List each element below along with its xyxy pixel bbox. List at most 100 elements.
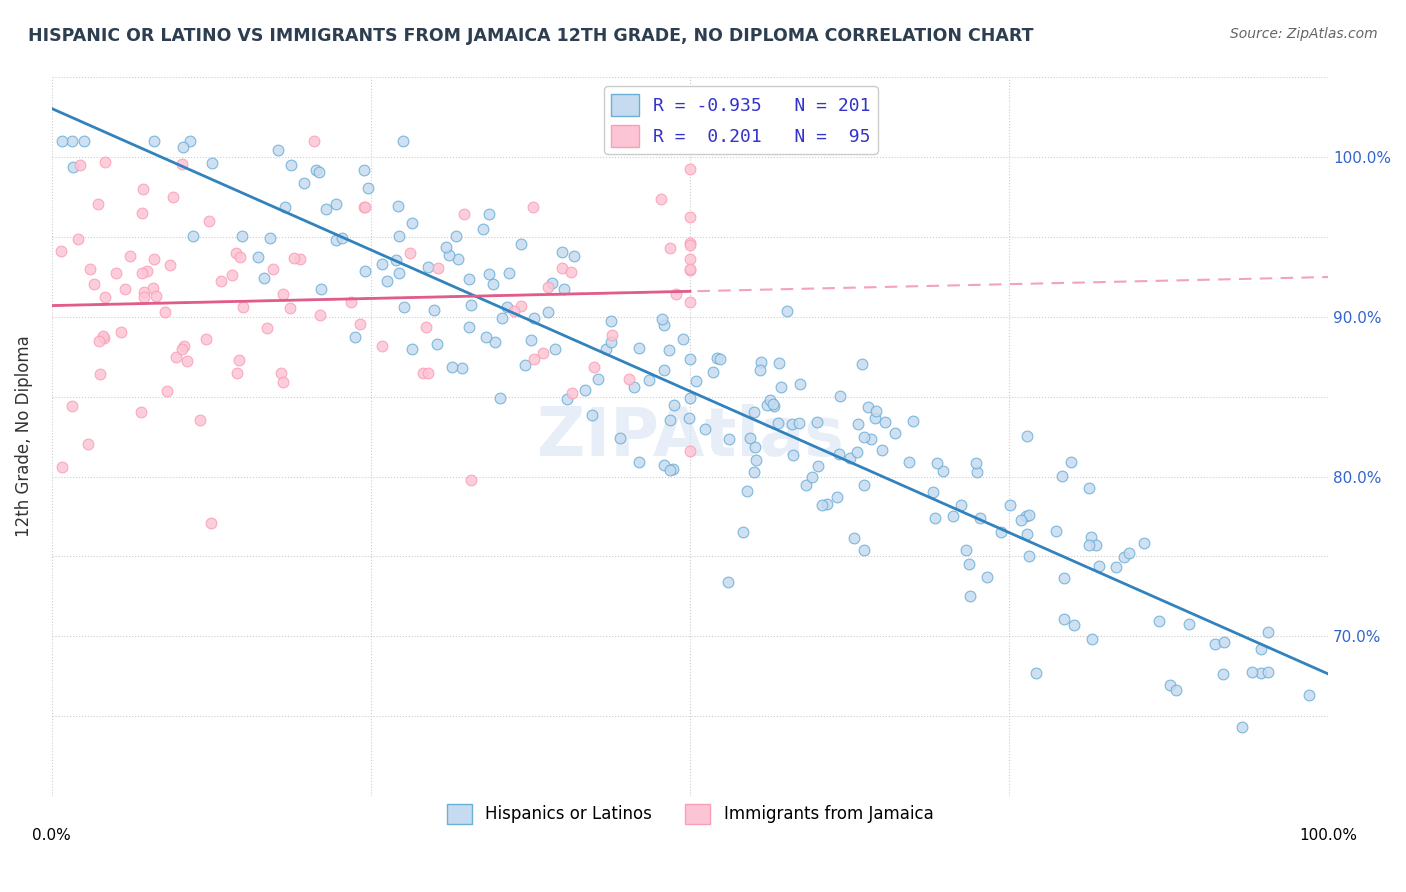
Point [654, 458, 676, 472]
Text: HISPANIC OR LATINO VS IMMIGRANTS FROM JAMAICA 12TH GRADE, NO DIPLOMA CORRELATION: HISPANIC OR LATINO VS IMMIGRANTS FROM JA… [28, 27, 1033, 45]
Point [510, 299, 533, 313]
Point [541, 276, 564, 290]
Point [308, 309, 330, 323]
Point [69, 158, 91, 172]
Point [79, 262, 101, 277]
Point [957, 557, 980, 571]
Point [77, 437, 100, 451]
Point [859, 432, 882, 446]
Point [209, 274, 232, 288]
Point [271, 376, 294, 390]
Point [427, 260, 450, 275]
Point [678, 391, 700, 405]
Point [309, 282, 332, 296]
Point [426, 337, 449, 351]
Point [401, 342, 423, 356]
Point [489, 391, 512, 405]
Point [142, 280, 165, 294]
Point [627, 455, 650, 469]
Point [136, 264, 159, 278]
Point [114, 282, 136, 296]
Point [1230, 720, 1253, 734]
Point [1018, 508, 1040, 523]
Point [391, 134, 413, 148]
Point [925, 456, 948, 470]
Point [412, 366, 434, 380]
Point [458, 319, 481, 334]
Point [955, 542, 977, 557]
Point [523, 351, 546, 366]
Point [315, 202, 337, 216]
Point [228, 352, 250, 367]
Point [1081, 632, 1104, 646]
Point [159, 258, 181, 272]
Point [94, 155, 117, 169]
Point [651, 312, 673, 326]
Point [292, 176, 315, 190]
Point [256, 321, 278, 335]
Point [658, 241, 681, 255]
Point [93, 331, 115, 345]
Point [1060, 454, 1083, 468]
Y-axis label: 12th Grade, No Diploma: 12th Grade, No Diploma [15, 335, 32, 538]
Point [897, 455, 920, 469]
Point [561, 386, 583, 401]
Point [288, 252, 311, 266]
Point [562, 249, 585, 263]
Point [807, 459, 830, 474]
Point [231, 228, 253, 243]
Point [679, 294, 702, 309]
Point [118, 249, 141, 263]
Point [768, 355, 790, 369]
Point [600, 328, 623, 343]
Point [650, 192, 672, 206]
Point [325, 233, 347, 247]
Point [1159, 678, 1181, 692]
Point [353, 200, 375, 214]
Point [153, 305, 176, 319]
Point [838, 451, 860, 466]
Point [280, 158, 302, 172]
Point [384, 253, 406, 268]
Point [60, 134, 83, 148]
Point [353, 200, 375, 214]
Point [1052, 571, 1074, 585]
Point [1077, 481, 1099, 495]
Point [599, 314, 621, 328]
Point [842, 531, 865, 545]
Point [595, 342, 617, 356]
Point [91, 329, 114, 343]
Point [845, 444, 868, 458]
Point [679, 263, 702, 277]
Point [145, 289, 167, 303]
Point [679, 262, 702, 277]
Point [1010, 513, 1032, 527]
Point [537, 305, 560, 319]
Point [370, 339, 392, 353]
Point [744, 441, 766, 455]
Point [990, 525, 1012, 540]
Point [1257, 624, 1279, 639]
Point [357, 181, 380, 195]
Text: 100.0%: 100.0% [1299, 828, 1357, 843]
Point [851, 357, 873, 371]
Point [416, 366, 439, 380]
Point [484, 335, 506, 350]
Point [283, 251, 305, 265]
Point [170, 157, 193, 171]
Point [665, 286, 688, 301]
Point [1177, 617, 1199, 632]
Point [253, 270, 276, 285]
Point [551, 244, 574, 259]
Point [872, 443, 894, 458]
Point [62, 161, 84, 175]
Point [371, 257, 394, 271]
Point [132, 182, 155, 196]
Point [270, 366, 292, 380]
Point [544, 343, 567, 357]
Point [623, 380, 645, 394]
Point [1053, 612, 1076, 626]
Point [965, 456, 987, 470]
Point [513, 358, 536, 372]
Point [560, 264, 582, 278]
